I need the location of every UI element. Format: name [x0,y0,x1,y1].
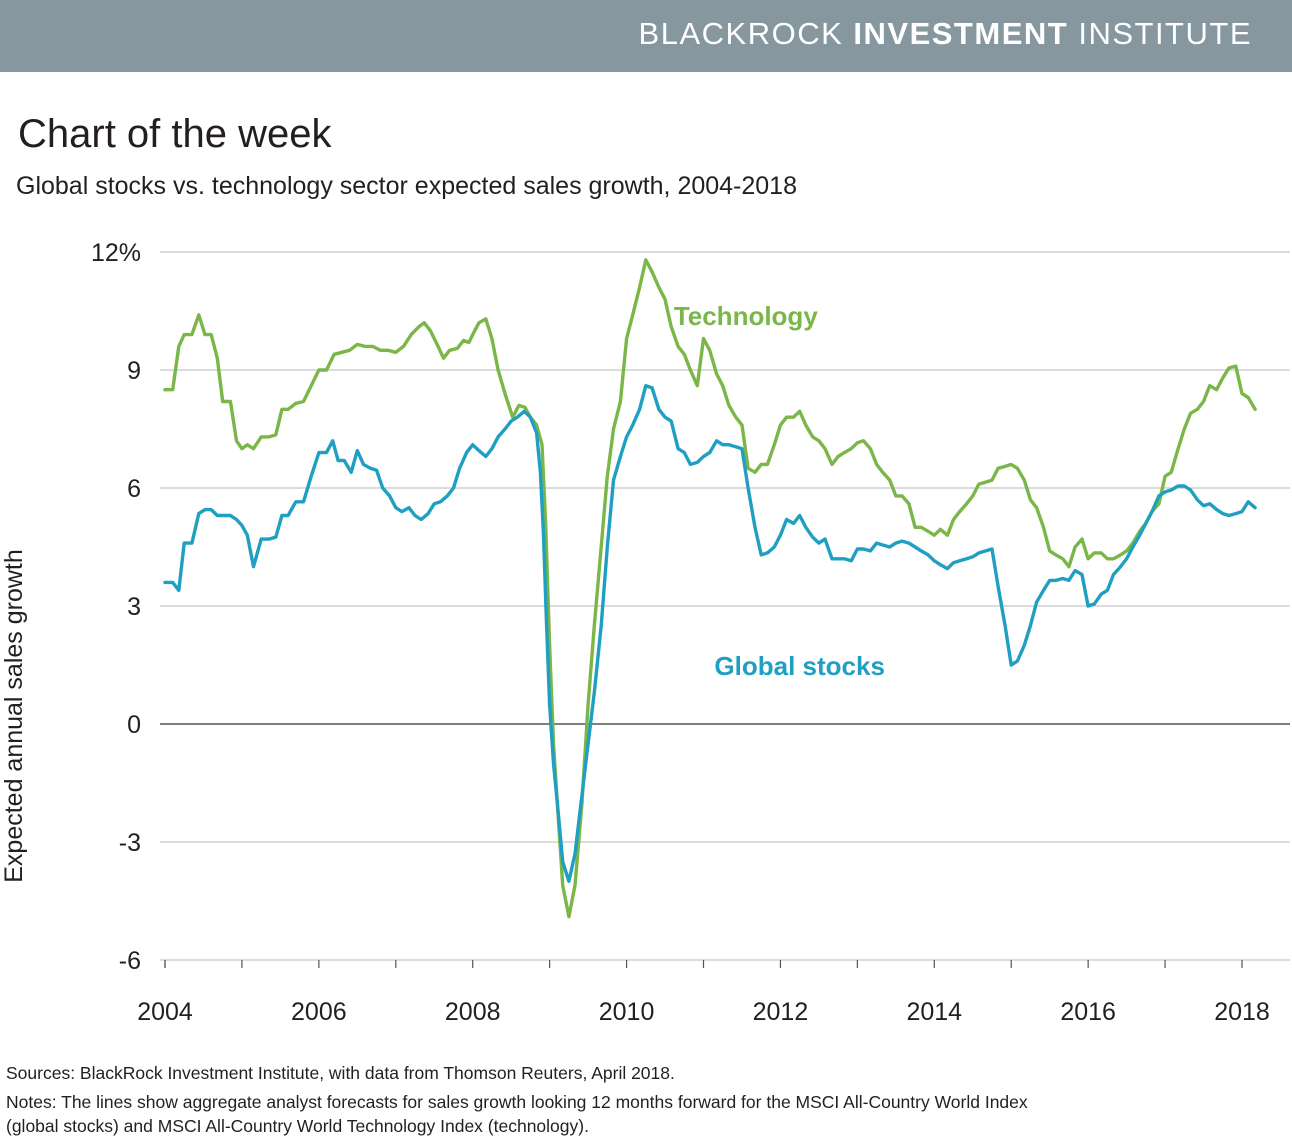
y-axis-label: Expected annual sales growth [0,549,28,883]
x-tick-label: 2008 [445,998,501,1026]
header-bar: BLACKROCK INVESTMENT INSTITUTE [0,0,1292,72]
sources-note: Sources: BlackRock Investment Institute,… [6,1063,675,1083]
notes-line-1: Notes: The lines show aggregate analyst … [6,1092,1028,1112]
y-tick-label: -6 [119,947,141,975]
x-tick-label: 2012 [753,998,809,1026]
series-lines [163,258,1257,919]
series-line-global-stocks [163,384,1257,883]
x-tick-label: 2014 [906,998,962,1026]
line-chart: 12% 9 6 3 0 -3 -6 2004 2006 2008 2010 2012 2014 2016 2… [0,239,1290,1026]
brand-logo: BLACKROCK INVESTMENT INSTITUTE [639,16,1252,52]
series-label-technology: Technology [674,301,819,331]
notes-text: Notes: The lines show aggregate analyst … [6,1090,1028,1138]
y-tick-label: 12% [91,239,141,267]
y-tick-label: -3 [119,829,141,857]
brand-investment: INVESTMENT [853,16,1069,51]
x-tick-label: 2018 [1214,998,1270,1026]
x-tick-label: 2016 [1060,998,1116,1026]
brand-institute: INSTITUTE [1078,16,1252,51]
brand-name: BLACKROCK [638,16,844,51]
y-tick-label: 9 [127,357,141,385]
grid-lines [160,251,1290,961]
page-title: Chart of the week [18,112,332,156]
x-tick-label: 2006 [291,998,347,1026]
chart-labels: Technology Global stocks [674,301,885,681]
y-tick-label: 0 [127,711,141,739]
x-tick-label: 2010 [599,998,655,1026]
series-line-technology [163,258,1257,919]
page-subtitle: Global stocks vs. technology sector expe… [16,172,797,200]
series-label-global-stocks: Global stocks [714,651,885,681]
y-tick-label: 3 [127,593,141,621]
axes: 12% 9 6 3 0 -3 -6 2004 2006 2008 2010 2012 2014 2016 2… [91,239,1270,1026]
x-tick-label: 2004 [137,998,193,1026]
y-tick-label: 6 [127,475,141,503]
notes-line-2: (global stocks) and MSCI All-Country Wor… [6,1116,589,1136]
